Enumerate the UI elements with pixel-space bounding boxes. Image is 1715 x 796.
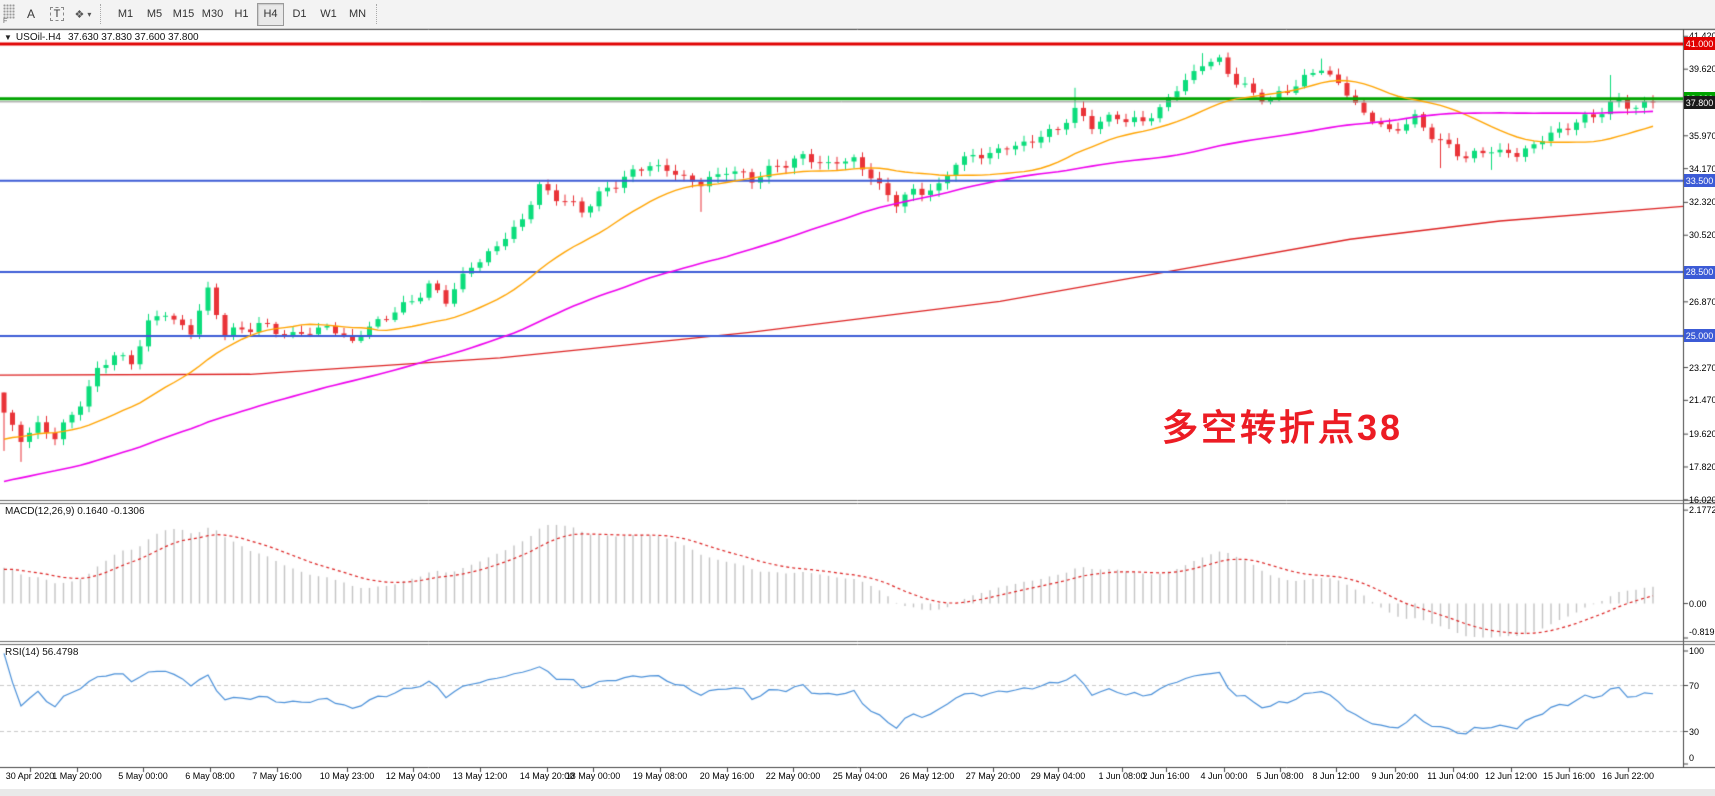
time-label: 12 May 04:00	[385, 771, 441, 781]
price-tick: 32.320	[1689, 197, 1715, 208]
price-tick: 19.620	[1689, 429, 1715, 440]
rsi-tick: 30	[1689, 726, 1700, 737]
price-tick: 17.820	[1689, 461, 1715, 472]
annotation-text[interactable]: 多空转折点38	[1162, 407, 1404, 448]
time-label: 10 May 23:00	[319, 771, 375, 781]
chevron-down-icon: ▾	[87, 9, 92, 19]
rsi-tick: 100	[1689, 646, 1705, 656]
shapes-icon: ❖	[74, 8, 85, 21]
handle-label: F	[3, 17, 8, 25]
price-tick: 41.420	[1689, 31, 1715, 42]
arrow-tool-button[interactable]: A	[19, 2, 43, 26]
price-label-box: 33.500	[1684, 174, 1715, 188]
timeframe-button-H1[interactable]: H1	[234, 8, 249, 20]
timeframe-button-D1[interactable]: D1	[292, 8, 307, 20]
timeframe-button-M15[interactable]: M15	[172, 8, 195, 20]
price-label-box: 28.500	[1684, 265, 1715, 279]
price-label-box: 37.800	[1684, 96, 1715, 110]
time-label: 30 Apr 2020	[5, 771, 55, 781]
time-label: 13 May 12:00	[452, 771, 508, 781]
macd-tick: 0.00	[1689, 598, 1707, 609]
time-label: 20 May 16:00	[699, 771, 755, 781]
price-tick: 26.870	[1689, 296, 1715, 307]
time-label: 19 May 08:00	[632, 771, 688, 781]
rsi-label: RSI(14) 56.4798	[5, 647, 79, 658]
price-tick: 39.620	[1689, 64, 1715, 75]
time-label: 4 Jun 00:00	[1200, 771, 1248, 781]
timeframe-button-M1[interactable]: M1	[117, 8, 134, 20]
time-label: 11 Jun 04:00	[1427, 771, 1479, 781]
price-tick: 16.020	[1689, 494, 1715, 505]
window-bottom-edge	[0, 789, 1715, 796]
timeframe-group: M1 M5 M15 M30 H1 H4 D1 W1 MN	[111, 2, 372, 26]
toolbar-separator	[376, 4, 383, 24]
time-label: 26 May 12:00	[899, 771, 955, 781]
time-label: 27 May 20:00	[965, 771, 1021, 781]
price-tick: 21.470	[1689, 395, 1715, 406]
price-tick: 23.270	[1689, 362, 1715, 373]
time-label: 18 May 00:00	[565, 771, 621, 781]
time-label: 29 May 04:00	[1030, 771, 1086, 781]
price-tick: 35.970	[1689, 130, 1715, 141]
macd-tick: -0.819	[1689, 627, 1715, 637]
time-label: 6 May 08:00	[185, 771, 235, 781]
time-label: 12 Jun 12:00	[1484, 771, 1538, 781]
time-label: 5 Jun 08:00	[1256, 771, 1304, 781]
text-tool-button[interactable]: T	[45, 2, 69, 26]
price-tick: 30.520	[1689, 230, 1715, 241]
time-label: 8 Jun 12:00	[1312, 771, 1360, 781]
text-tool-label: T	[49, 7, 65, 21]
time-label: 5 May 00:00	[118, 771, 168, 781]
price-tick: 34.170	[1689, 163, 1715, 174]
time-label: 2 Jun 16:00	[1142, 771, 1190, 781]
timeframe-button-M5[interactable]: M5	[146, 8, 163, 20]
time-label: 25 May 04:00	[832, 771, 888, 781]
time-label: 1 May 20:00	[52, 771, 102, 781]
rsi-tick: 70	[1689, 680, 1700, 691]
toolbar: F A T ❖ ▾ M1 M5 M15 M30 H1 H4 D1 W1 MN	[0, 0, 1715, 29]
timeframe-button-MN[interactable]: MN	[348, 8, 367, 20]
rsi-tick: 0	[1689, 753, 1695, 763]
macd-label: MACD(12,26,9) 0.1640 -0.1306	[5, 506, 145, 517]
timeframe-button-W1[interactable]: W1	[320, 8, 337, 20]
timeframe-button-M30[interactable]: M30	[201, 8, 224, 20]
macd-tick: 2.1772	[1689, 505, 1715, 516]
time-label: 16 Jun 22:00	[1601, 771, 1655, 781]
ohlc-values: 37.630 37.830 37.600 37.800	[67, 32, 199, 43]
toolbar-drag-handle[interactable]: F	[3, 3, 15, 25]
time-label: 1 Jun 08:00	[1098, 771, 1146, 781]
time-label: 22 May 00:00	[765, 771, 821, 781]
symbol-title: USOil-.H4	[15, 32, 61, 43]
time-label: 15 Jun 16:00	[1542, 771, 1596, 781]
time-label: 14 May 20:00	[519, 771, 575, 781]
time-label: 7 May 16:00	[252, 771, 302, 781]
arrow-tool-label: A	[26, 7, 35, 21]
price-label-box: 41.000	[1684, 37, 1715, 51]
price-label-box: 25.000	[1684, 329, 1715, 343]
collapse-triangle-icon[interactable]: ▼	[4, 33, 12, 42]
toolbar-separator	[100, 4, 107, 24]
shapes-tool-button[interactable]: ❖ ▾	[71, 2, 95, 26]
time-label: 9 Jun 20:00	[1371, 771, 1419, 781]
timeframe-button-H4[interactable]: H4	[257, 2, 284, 26]
chart-title: ▼ USOil-.H4 37.630 37.830 37.600 37.800	[4, 32, 199, 43]
